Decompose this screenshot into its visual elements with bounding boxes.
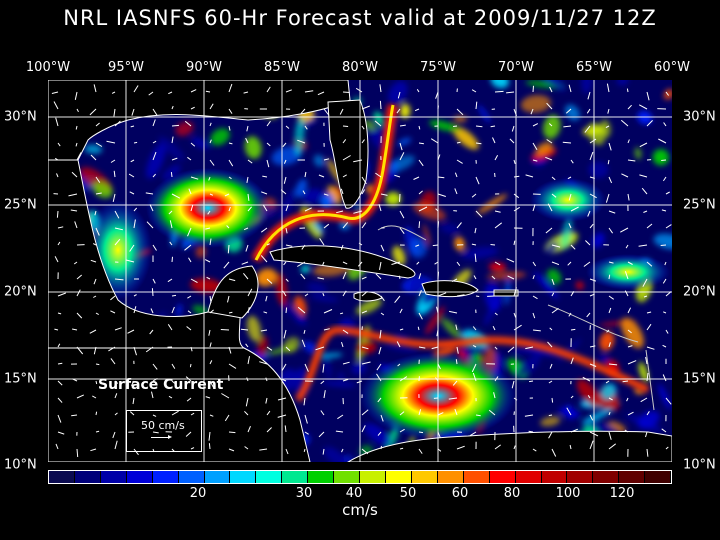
colorbar-swatch <box>204 471 231 483</box>
colorbar-tick-label: 60 <box>451 486 469 501</box>
colorbar-tick-label: 120 <box>609 486 635 501</box>
colorbar <box>48 470 672 484</box>
colorbar-swatch <box>334 471 361 483</box>
latitude-label: 25°N <box>683 197 716 213</box>
colorbar-swatch <box>567 471 594 483</box>
colorbar-swatch <box>230 471 257 483</box>
colorbar-tick-label: 40 <box>345 486 363 501</box>
colorbar-swatch <box>74 471 101 483</box>
colorbar-swatch <box>645 471 672 483</box>
reference-vector-label: 50 cm/s <box>141 419 185 432</box>
colorbar-tick-label: 80 <box>503 486 521 501</box>
colorbar-swatch <box>541 471 568 483</box>
latitude-label: 20°N <box>4 284 37 300</box>
colorbar-swatch <box>360 471 386 483</box>
longitude-label: 60°W <box>654 60 690 75</box>
colorbar-tick-label: 30 <box>295 486 313 501</box>
latitude-label: 25°N <box>4 197 37 213</box>
colorbar-tick-label: 100 <box>555 486 581 501</box>
colorbar-swatch <box>282 471 309 483</box>
colorbar-swatch <box>256 471 283 483</box>
longitude-label: 70°W <box>498 60 534 75</box>
latitude-label: 30°N <box>683 109 716 125</box>
colorbar-swatch <box>411 471 438 483</box>
colorbar-swatch <box>49 471 75 483</box>
colorbar-swatch <box>100 471 127 483</box>
colorbar-swatch <box>463 471 490 483</box>
colorbar-swatch <box>126 471 153 483</box>
colorbar-swatch <box>308 471 335 483</box>
colorbar-swatch <box>515 471 542 483</box>
latitude-label: 30°N <box>4 109 37 125</box>
colorbar-tick-label: 50 <box>399 486 417 501</box>
latitude-label: 10°N <box>4 457 37 473</box>
colorbar-swatch <box>593 471 620 483</box>
latitude-label: 10°N <box>683 457 716 473</box>
longitude-label: 90°W <box>186 60 222 75</box>
colorbar-swatch <box>178 471 205 483</box>
longitude-label: 75°W <box>420 60 456 75</box>
colorbar-swatch <box>489 471 516 483</box>
colorbar-swatch <box>385 471 412 483</box>
reference-vector-box: 50 cm/s <box>126 410 202 452</box>
colorbar-swatch <box>619 471 646 483</box>
longitude-label: 100°W <box>25 60 71 75</box>
latitude-label: 20°N <box>683 284 716 300</box>
colorbar-tick-label: 20 <box>189 486 207 501</box>
longitude-label: 85°W <box>264 60 300 75</box>
colorbar-unit: cm/s <box>342 501 378 519</box>
longitude-label: 80°W <box>342 60 378 75</box>
current-speed-map <box>48 80 672 462</box>
map-title: NRL IASNFS 60-Hr Forecast valid at 2009/… <box>63 6 657 30</box>
latitude-label: 15°N <box>683 371 716 387</box>
reference-arrow-icon <box>151 435 172 439</box>
longitude-label: 65°W <box>576 60 612 75</box>
longitude-label: 95°W <box>108 60 144 75</box>
colorbar-swatch <box>152 471 179 483</box>
colorbar-swatch <box>437 471 464 483</box>
legend-title: Surface Current <box>98 377 224 393</box>
latitude-label: 15°N <box>4 371 37 387</box>
